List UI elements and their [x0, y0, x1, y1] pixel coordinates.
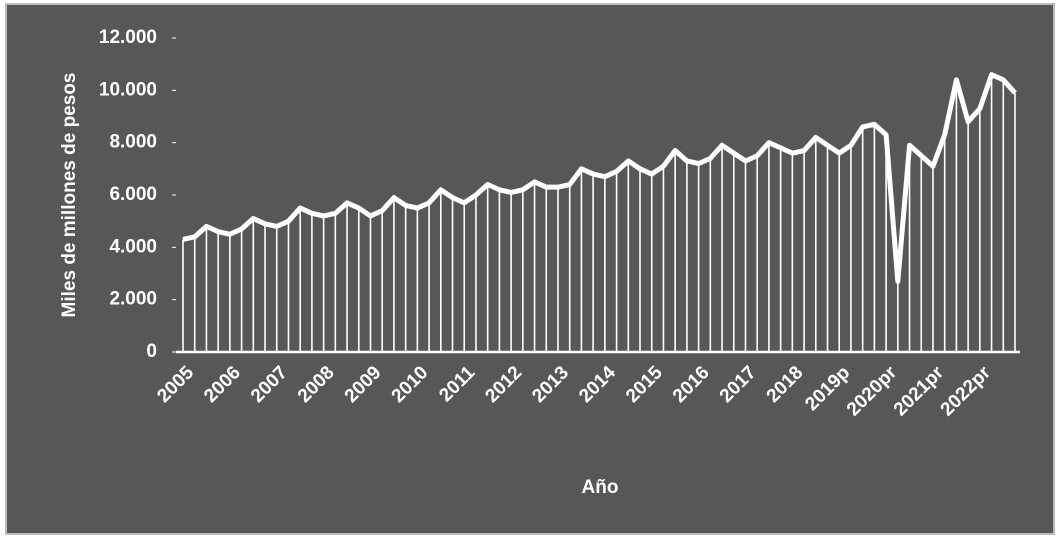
x-axis-label: Año [582, 477, 619, 498]
y-tick-label: 8.000 [109, 132, 157, 153]
y-tick-label: 0 [146, 341, 157, 362]
y-tick-label: 10.000 [99, 79, 157, 100]
y-tick-label: 12.000 [99, 27, 157, 48]
y-tick-label: 2.000 [109, 289, 157, 310]
data-line [182, 72, 1017, 284]
chart-background [5, 3, 1055, 535]
y-tick-label: 4.000 [109, 236, 157, 257]
y-axis-label: Miles de millones de pesos [59, 73, 80, 318]
y-tick-label: 6.000 [109, 184, 157, 205]
